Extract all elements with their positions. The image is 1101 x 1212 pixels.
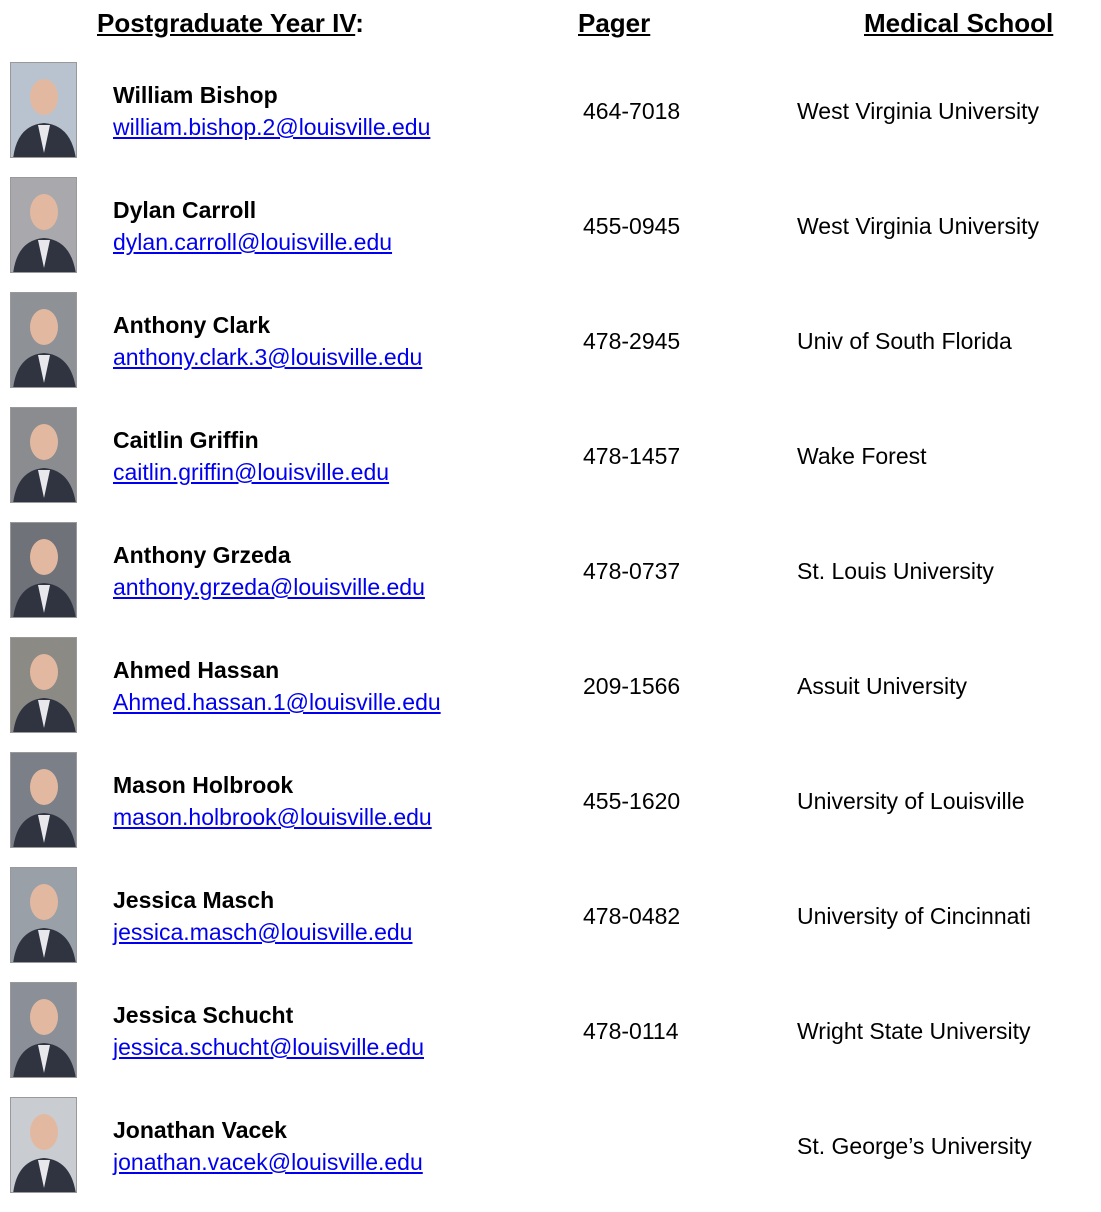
- photo: [10, 177, 77, 273]
- column-header: Medical School: [864, 8, 1053, 39]
- resident-email[interactable]: jessica.masch@louisville.edu: [113, 919, 412, 946]
- resident-pager: 478-0737: [583, 558, 680, 585]
- header-text: Medical School: [864, 8, 1053, 38]
- resident-row: William Bishop william.bishop.2@louisvill…: [0, 62, 1101, 177]
- resident-school: Wright State University: [797, 1018, 1030, 1045]
- photo-silhouette: [11, 638, 77, 733]
- resident-email[interactable]: mason.holbrook@louisville.edu: [113, 804, 432, 831]
- resident-school: Assuit University: [797, 673, 967, 700]
- resident-name: Caitlin Griffin: [113, 427, 259, 454]
- resident-name: Dylan Carroll: [113, 197, 256, 224]
- resident-row: Anthony Grzeda anthony.grzeda@louisville.…: [0, 522, 1101, 637]
- resident-name: Anthony Clark: [113, 312, 270, 339]
- resident-school: Univ of South Florida: [797, 328, 1012, 355]
- resident-email[interactable]: Ahmed.hassan.1@louisville.edu: [113, 689, 441, 716]
- photo-silhouette: [11, 408, 77, 503]
- resident-pager: 455-1620: [583, 788, 680, 815]
- resident-school: University of Cincinnati: [797, 903, 1031, 930]
- resident-name: Anthony Grzeda: [113, 542, 291, 569]
- photo: [10, 637, 77, 733]
- photo-silhouette: [11, 523, 77, 618]
- resident-email[interactable]: jessica.schucht@louisville.edu: [113, 1034, 424, 1061]
- photo: [10, 982, 77, 1078]
- resident-pager: 478-0482: [583, 903, 680, 930]
- resident-row: Caitlin Griffin caitlin.griffin@louisvill…: [0, 407, 1101, 522]
- resident-name: Jessica Masch: [113, 887, 274, 914]
- photo-silhouette: [11, 293, 77, 388]
- header-text: Pager: [578, 8, 650, 38]
- resident-pager: 464-7018: [583, 98, 680, 125]
- resident-row: Dylan Carroll dylan.carroll@louisville.ed…: [0, 177, 1101, 292]
- resident-pager: 455-0945: [583, 213, 680, 240]
- resident-email[interactable]: william.bishop.2@louisville.edu: [113, 114, 430, 141]
- resident-row: Jessica Schucht jessica.schucht@louisvill…: [0, 982, 1101, 1097]
- photo: [10, 1097, 77, 1193]
- resident-name: William Bishop: [113, 82, 278, 109]
- resident-email[interactable]: dylan.carroll@louisville.edu: [113, 229, 392, 256]
- photo: [10, 292, 77, 388]
- resident-row: Jonathan Vacek jonathan.vacek@louisville.…: [0, 1097, 1101, 1212]
- photo-silhouette: [11, 1098, 77, 1193]
- photo-silhouette: [11, 868, 77, 963]
- resident-school: Wake Forest: [797, 443, 927, 470]
- photo-silhouette: [11, 178, 77, 273]
- photo: [10, 867, 77, 963]
- resident-school: West Virginia University: [797, 98, 1039, 125]
- photo: [10, 62, 77, 158]
- resident-row: Ahmed Hassan Ahmed.hassan.1@louisville.ed…: [0, 637, 1101, 752]
- resident-email[interactable]: anthony.grzeda@louisville.edu: [113, 574, 425, 601]
- resident-name: Jessica Schucht: [113, 1002, 293, 1029]
- photo: [10, 522, 77, 618]
- header-suffix: :: [355, 8, 364, 38]
- resident-name: Ahmed Hassan: [113, 657, 279, 684]
- resident-school: St. George’s University: [797, 1133, 1032, 1160]
- resident-email[interactable]: anthony.clark.3@louisville.edu: [113, 344, 422, 371]
- resident-school: St. Louis University: [797, 558, 994, 585]
- resident-pager: 478-1457: [583, 443, 680, 470]
- resident-name: Mason Holbrook: [113, 772, 293, 799]
- resident-name: Jonathan Vacek: [113, 1117, 287, 1144]
- column-header: Pager: [578, 8, 650, 39]
- resident-row: Anthony Clark anthony.clark.3@louisville.…: [0, 292, 1101, 407]
- resident-row: Mason Holbrook mason.holbrook@louisville.…: [0, 752, 1101, 867]
- resident-pager: 209-1566: [583, 673, 680, 700]
- photo-silhouette: [11, 753, 77, 848]
- photo: [10, 752, 77, 848]
- photo: [10, 407, 77, 503]
- resident-row: Jessica Masch jessica.masch@louisville.ed…: [0, 867, 1101, 982]
- resident-school: University of Louisville: [797, 788, 1025, 815]
- photo-silhouette: [11, 63, 77, 158]
- resident-pager: 478-2945: [583, 328, 680, 355]
- column-header: Postgraduate Year IV:: [97, 8, 364, 39]
- resident-email[interactable]: jonathan.vacek@louisville.edu: [113, 1149, 423, 1176]
- resident-pager: 478-0114: [583, 1018, 679, 1045]
- page: {"header": {"columns": [ {"text": "Postg…: [0, 0, 1101, 1192]
- header-text: Postgraduate Year IV: [97, 8, 355, 38]
- resident-school: West Virginia University: [797, 213, 1039, 240]
- photo-silhouette: [11, 983, 77, 1078]
- resident-email[interactable]: caitlin.griffin@louisville.edu: [113, 459, 389, 486]
